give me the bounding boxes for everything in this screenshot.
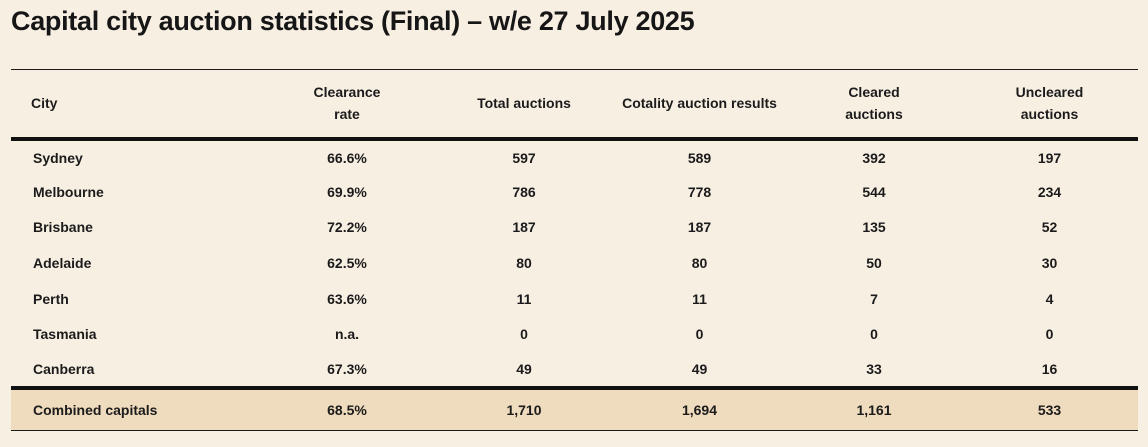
header-city-label: City: [31, 95, 58, 112]
cell-cleared: 0: [870, 326, 878, 343]
cell-cotality-results: 80: [691, 255, 708, 272]
cell-uncleared: 30: [1041, 255, 1058, 272]
cell-clearance-rate: 69.9%: [327, 183, 367, 200]
cell-total-auctions: 0: [520, 326, 528, 343]
table-row: Perth 63.6% 11 11 7 4: [11, 281, 1138, 317]
cell-clearance-rate: 63.6%: [327, 290, 367, 307]
table-row: Melbourne 69.9% 786 778 544 234: [11, 174, 1138, 210]
cell-cotality-results: 49: [691, 360, 708, 377]
header-total-auctions: Total auctions: [436, 69, 612, 141]
header-cleared-auctions: Cleared auctions: [787, 69, 961, 141]
cell-clearance-rate: n.a.: [334, 326, 360, 343]
header-cleared-line2: auctions: [845, 106, 903, 123]
auction-statistics-table: City Clearance rate Total auctions Cotali…: [11, 69, 1138, 432]
cell-uncleared: 52: [1041, 219, 1058, 236]
table-row: Sydney 66.6% 597 589 392 197: [11, 139, 1138, 175]
cell-total-auctions: 597: [512, 150, 536, 167]
cell-total-auctions: 786: [512, 183, 536, 200]
header-cotality-label: Cotality auction results: [622, 95, 777, 112]
cell-uncleared: 197: [1037, 150, 1062, 167]
table-row: Canberra 67.3% 49 49 33 16: [11, 352, 1138, 388]
table-row: Brisbane 72.2% 187 187 135 52: [11, 210, 1138, 246]
cell-cleared: 50: [866, 255, 882, 272]
header-clearance-rate: Clearance rate: [258, 69, 436, 141]
header-uncleared-line2: auctions: [1020, 106, 1079, 123]
cell-city: Brisbane: [33, 219, 93, 236]
cell-cotality-results: 11: [692, 290, 707, 307]
cell-city: Adelaide: [33, 255, 92, 272]
total-cotality-results: 1,694: [612, 385, 787, 432]
total-cleared: 1,161: [787, 385, 961, 432]
header-uncleared-auctions: Uncleared auctions: [961, 69, 1138, 141]
cell-city: Melbourne: [33, 183, 104, 200]
header-clearance-line1: Clearance: [313, 84, 381, 101]
table-row: Tasmania n.a. 0 0 0 0: [11, 316, 1138, 352]
header-cleared-line1: Cleared: [848, 84, 900, 101]
cell-total-auctions: 80: [516, 255, 532, 272]
total-total-auctions: 1,710: [436, 385, 612, 432]
table-body: Sydney 66.6% 597 589 392 197 Melbourne 6…: [11, 139, 1138, 388]
cell-clearance-rate: 67.3%: [327, 360, 367, 377]
header-city: City: [11, 69, 258, 141]
header-cotality-results: Cotality auction results: [612, 69, 787, 141]
cell-cotality-results: 778: [687, 183, 712, 200]
page-title: Capital city auction statistics (Final) …: [11, 6, 695, 36]
table-row: Adelaide 62.5% 80 80 50 30: [11, 245, 1138, 281]
cell-cleared: 7: [870, 290, 878, 307]
cell-cleared: 544: [862, 183, 886, 200]
cell-clearance-rate: 66.6%: [327, 150, 367, 167]
cell-total-auctions: 49: [516, 360, 532, 377]
cell-clearance-rate: 72.2%: [327, 219, 367, 236]
cell-cleared: 135: [862, 219, 886, 236]
cell-uncleared: 4: [1045, 290, 1054, 307]
cell-uncleared: 16: [1041, 360, 1058, 377]
cell-uncleared: 0: [1045, 326, 1054, 343]
cell-uncleared: 234: [1037, 183, 1062, 200]
header-total-label: Total auctions: [477, 95, 571, 112]
header-uncleared-line1: Uncleared: [1015, 84, 1084, 101]
header-clearance-line2: rate: [334, 106, 360, 123]
cell-total-auctions: 11: [516, 290, 532, 307]
table-header: City Clearance rate Total auctions Cotali…: [11, 69, 1138, 141]
header-row: City Clearance rate Total auctions Cotali…: [11, 69, 1138, 141]
cell-cleared: 392: [862, 150, 886, 167]
cell-city: Perth: [33, 290, 69, 307]
total-row: Combined capitals 68.5% 1,710 1,694 1,16…: [11, 385, 1138, 432]
cell-cotality-results: 187: [687, 219, 712, 236]
cell-total-auctions: 187: [512, 219, 536, 236]
total-uncleared: 533: [961, 385, 1138, 432]
cell-cotality-results: 0: [695, 326, 704, 343]
cell-city: Sydney: [33, 150, 83, 167]
cell-cleared: 33: [866, 360, 882, 377]
cell-clearance-rate: 62.5%: [327, 255, 367, 272]
cell-city: Tasmania: [33, 326, 97, 343]
table-footer: Combined capitals 68.5% 1,710 1,694 1,16…: [11, 385, 1138, 432]
cell-cotality-results: 589: [687, 150, 712, 167]
total-clearance-rate: 68.5%: [258, 385, 436, 432]
total-city: Combined capitals: [11, 385, 258, 432]
cell-city: Canberra: [33, 360, 95, 377]
